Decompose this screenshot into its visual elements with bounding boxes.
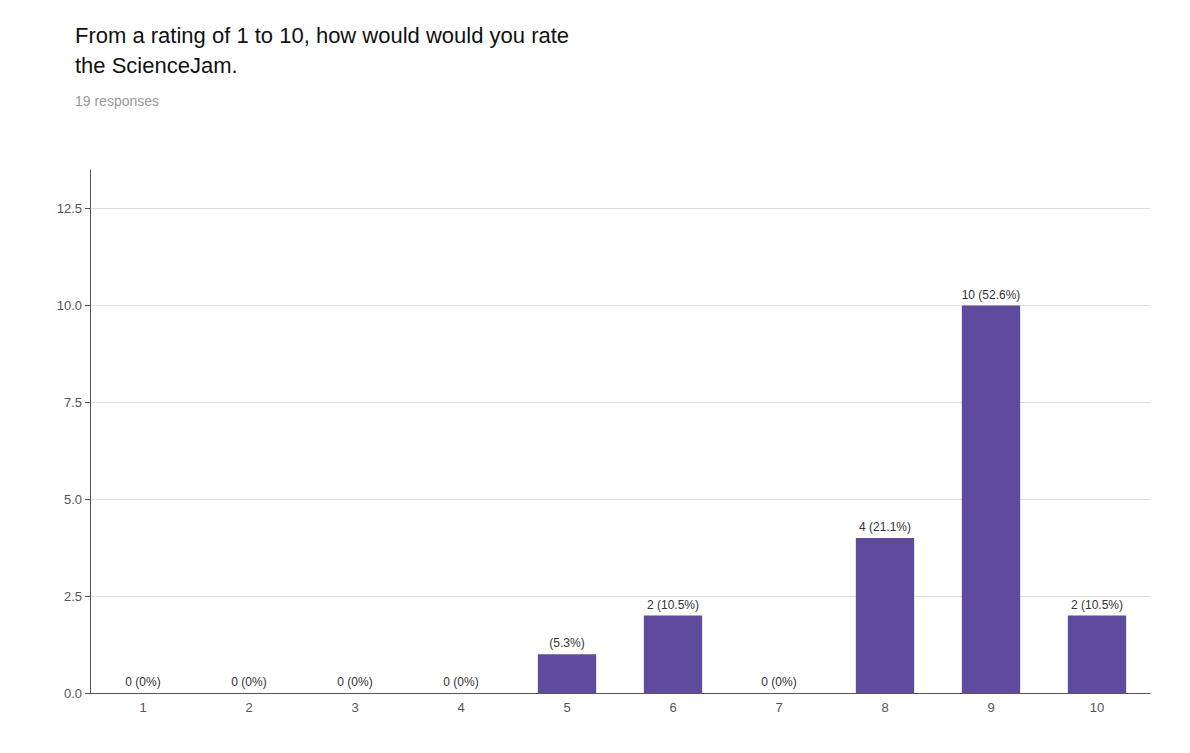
svg-text:1: 1: [139, 700, 146, 715]
svg-text:0 (0%): 0 (0%): [231, 675, 266, 689]
svg-text:12.5: 12.5: [57, 201, 82, 216]
svg-text:4: 4: [457, 700, 464, 715]
svg-text:3: 3: [351, 700, 358, 715]
svg-text:5.0: 5.0: [64, 492, 82, 507]
svg-text:0 (0%): 0 (0%): [337, 675, 372, 689]
svg-text:the ScienceJam.: the ScienceJam.: [75, 53, 238, 78]
svg-text:2: 2: [245, 700, 252, 715]
svg-text:7: 7: [775, 700, 782, 715]
svg-text:2.5: 2.5: [64, 589, 82, 604]
svg-text:From a rating of 1 to 10, how: From a rating of 1 to 10, how would woul…: [75, 23, 569, 48]
svg-text:10 (52.6%): 10 (52.6%): [962, 288, 1021, 302]
svg-text:19 responses: 19 responses: [75, 93, 159, 109]
svg-text:0 (0%): 0 (0%): [443, 675, 478, 689]
svg-text:0.0: 0.0: [64, 686, 82, 701]
svg-text:7.5: 7.5: [64, 395, 82, 410]
svg-text:4 (21.1%): 4 (21.1%): [859, 520, 911, 534]
svg-text:10: 10: [1090, 700, 1104, 715]
svg-text:6: 6: [669, 700, 676, 715]
svg-text:2 (10.5%): 2 (10.5%): [647, 598, 699, 612]
svg-text:(5.3%): (5.3%): [549, 636, 584, 650]
svg-text:5: 5: [563, 700, 570, 715]
svg-text:8: 8: [881, 700, 888, 715]
svg-text:0 (0%): 0 (0%): [125, 675, 160, 689]
svg-text:0 (0%): 0 (0%): [761, 675, 796, 689]
svg-text:2 (10.5%): 2 (10.5%): [1071, 598, 1123, 612]
svg-text:9: 9: [987, 700, 994, 715]
svg-text:10.0: 10.0: [57, 298, 82, 313]
